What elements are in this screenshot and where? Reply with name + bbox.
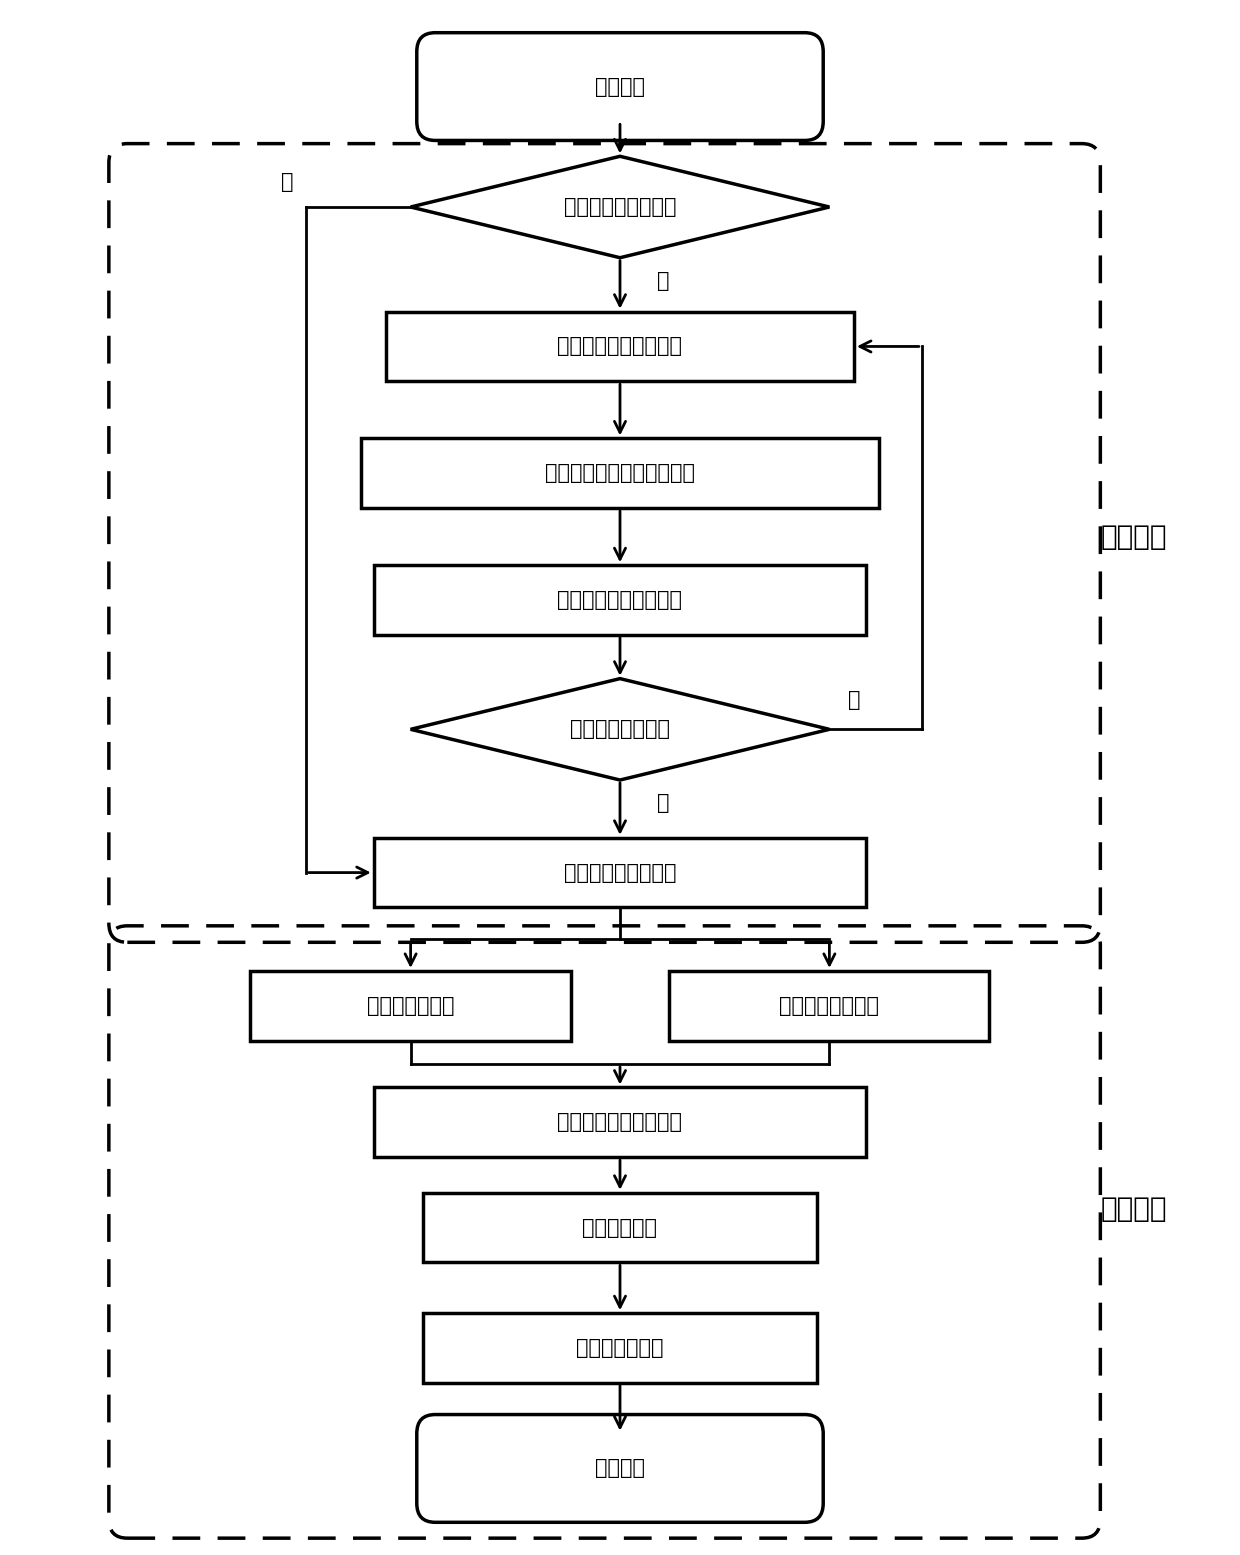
Text: 否: 否 [848, 690, 861, 711]
Bar [386, 311, 854, 381]
Text: 结束导航: 结束导航 [595, 1459, 645, 1479]
Text: 开始导航: 开始导航 [595, 76, 645, 96]
FancyBboxPatch shape [417, 1415, 823, 1522]
Text: 导航目标位姿输入: 导航目标位姿输入 [780, 995, 879, 1015]
Text: 控制机器人在室内运动: 控制机器人在室内运动 [558, 336, 682, 356]
Bar [423, 1193, 817, 1263]
Bar [373, 564, 867, 634]
Text: 是: 是 [657, 793, 670, 813]
Text: 地图构建: 地图构建 [1100, 522, 1167, 550]
Bar [373, 1087, 867, 1157]
Text: 机器人位姿匹配: 机器人位姿匹配 [367, 995, 454, 1015]
Text: 否: 否 [657, 271, 670, 291]
Polygon shape [410, 678, 830, 781]
Bar [250, 970, 570, 1040]
Bar [423, 1312, 817, 1382]
FancyBboxPatch shape [417, 33, 823, 140]
Text: 地图信息是否完整: 地图信息是否完整 [570, 720, 670, 739]
Text: 软件系统进行地图构建: 软件系统进行地图构建 [558, 589, 682, 610]
Polygon shape [410, 157, 830, 258]
Text: 地图微调，完成构建: 地图微调，完成构建 [564, 863, 676, 883]
Text: 机器人自主导航: 机器人自主导航 [577, 1337, 663, 1358]
Bar [373, 838, 867, 908]
Bar [361, 439, 879, 508]
Text: 输出最优路径: 输出最优路径 [583, 1218, 657, 1238]
Text: 路径规划: 路径规划 [1100, 1194, 1167, 1222]
Text: 是否有环境地图输入: 是否有环境地图输入 [564, 197, 676, 218]
Bar [670, 970, 990, 1040]
Text: 是: 是 [281, 171, 294, 191]
Text: 软件系统进行路径规划: 软件系统进行路径规划 [558, 1112, 682, 1132]
Text: 自主导航模块获取环境信息: 自主导航模块获取环境信息 [546, 463, 694, 484]
